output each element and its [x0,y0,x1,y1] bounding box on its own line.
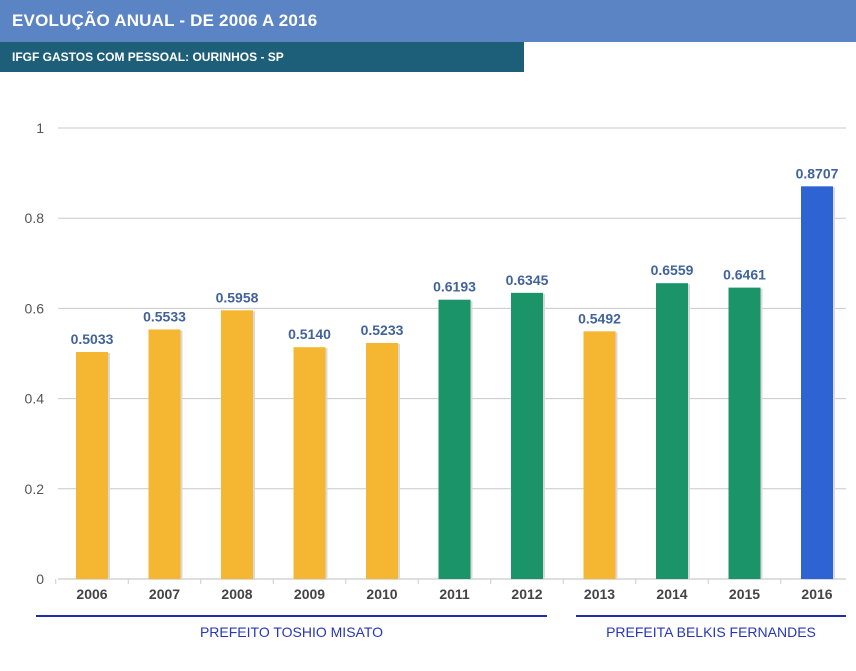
administration-label: PREFEITA BELKIS FERNANDES [606,624,816,640]
x-tick-label: 2014 [656,586,687,602]
x-tick-label: 2013 [584,586,615,602]
value-label: 0.6345 [506,272,549,288]
x-tick-label: 2015 [729,586,760,602]
bar-2008 [221,310,253,579]
value-label: 0.5233 [361,322,404,338]
y-tick-label: 0 [36,571,44,587]
bar-2009 [293,347,326,579]
y-tick-label: 0.4 [25,391,45,407]
bar-2006 [76,352,108,579]
bar-2016 [801,186,833,579]
y-tick-label: 0.6 [25,300,45,316]
y-tick-label: 1 [36,120,44,136]
bar-2007 [148,329,181,579]
value-label: 0.6559 [651,262,694,278]
value-label: 0.5492 [578,310,621,326]
value-label: 0.6461 [723,267,766,283]
value-label: 0.6193 [433,279,476,295]
bar-2011 [438,299,471,579]
x-tick-label: 2012 [511,586,542,602]
x-tick-label: 2010 [366,586,397,602]
x-tick-label: 2011 [439,586,470,602]
value-label: 0.5033 [71,331,114,347]
bar-2010 [366,342,398,579]
bar-2013 [583,331,616,579]
bar-2015 [728,287,761,579]
value-label: 0.5140 [288,326,331,342]
value-label: 0.8707 [796,165,839,181]
x-tick-label: 2007 [149,586,180,602]
administration-label: PREFEITO TOSHIO MISATO [199,624,384,640]
administration-line [36,615,547,617]
chart-title: EVOLUÇÃO ANUAL - DE 2006 A 2016 [0,0,856,42]
x-tick-label: 2006 [76,586,107,602]
bar-2012 [511,292,543,579]
chart-subtitle: IFGF GASTOS COM PESSOAL: OURINHOS - SP [0,42,524,72]
x-tick-label: 2016 [801,586,832,602]
x-tick-label: 2008 [221,586,252,602]
value-label: 0.5958 [216,289,259,305]
y-tick-label: 0.2 [25,481,45,497]
value-label: 0.5533 [143,308,186,324]
y-tick-label: 0.8 [25,210,45,226]
administration-line [576,615,846,617]
x-tick-label: 2009 [294,586,325,602]
bar-2014 [656,283,688,579]
